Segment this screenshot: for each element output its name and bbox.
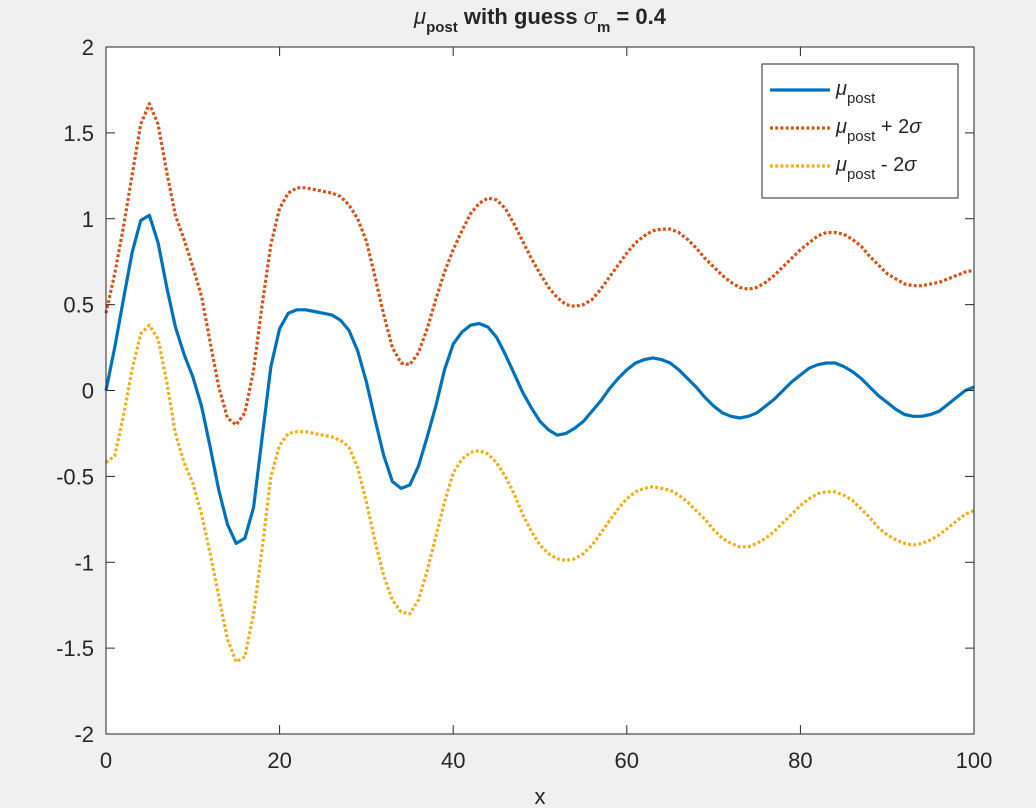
y-tick-label: -1 (74, 550, 94, 575)
y-tick-label: -2 (74, 722, 94, 747)
y-tick-label: 2 (82, 35, 94, 60)
y-tick-label: -0.5 (56, 464, 94, 489)
x-tick-label: 40 (441, 748, 465, 773)
legend-label-2: μpost + 2σ (835, 116, 922, 145)
x-axis: 0 20 40 60 80 100 (100, 47, 992, 773)
chart-title: μpost with guess σm = 0.4 (413, 4, 667, 36)
y-tick-label: 0.5 (63, 293, 94, 318)
x-tick-label: 100 (956, 748, 993, 773)
legend-items: μpost μpost + 2σ μpost - 2σ (770, 78, 922, 183)
legend: μpost μpost + 2σ μpost - 2σ (761, 63, 959, 199)
series-line-2 (104, 102, 975, 427)
y-tick-label: 1 (82, 207, 94, 232)
x-tick-label: 0 (100, 748, 112, 773)
series-layer (104, 102, 975, 664)
x-tick-label: 80 (788, 748, 812, 773)
legend-box (761, 63, 959, 199)
y-tick-label: 0 (82, 379, 94, 404)
x-tick-label: 60 (615, 748, 639, 773)
series-line-1 (104, 213, 975, 546)
series-line-3 (105, 323, 975, 664)
y-tick-label: 1.5 (63, 121, 94, 146)
x-tick-label: 20 (267, 748, 291, 773)
y-tick-label: -1.5 (56, 636, 94, 661)
y-axis: -2 -1.5 -1 -0.5 0 0.5 1 1.5 2 (56, 35, 974, 747)
legend-label-1: μpost (835, 78, 876, 107)
x-axis-label: x (535, 784, 546, 808)
legend-label-3: μpost - 2σ (835, 154, 917, 183)
